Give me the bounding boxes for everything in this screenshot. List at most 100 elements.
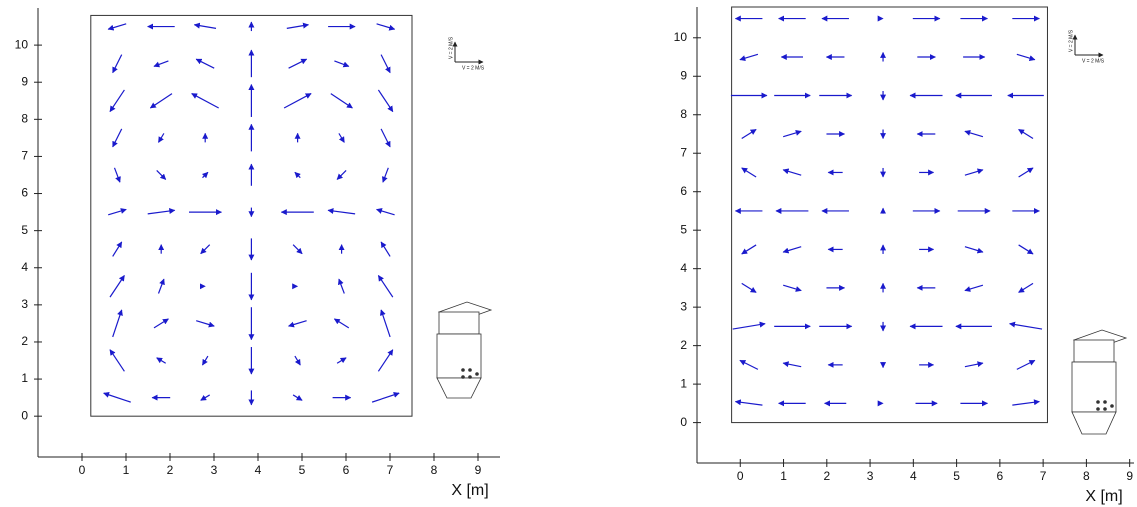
- velocity-vector: [157, 133, 165, 143]
- y-tick-label: 1: [21, 371, 28, 385]
- x-tick-label: 2: [823, 469, 830, 483]
- scale-label: V = 2 M/S: [1082, 58, 1105, 64]
- boiler-icon: [1071, 329, 1128, 435]
- velocity-vector: [964, 284, 984, 292]
- velocity-vector: [292, 394, 303, 401]
- velocity-vector: [109, 349, 125, 372]
- velocity-vector: [201, 355, 209, 366]
- x-axis-label: X [m]: [1085, 488, 1122, 505]
- velocity-vector: [337, 278, 345, 294]
- velocity-vector: [112, 241, 123, 257]
- x-tick-label: 7: [387, 463, 394, 477]
- velocity-vector: [1018, 282, 1034, 293]
- velocity-vector: [783, 129, 802, 138]
- velocity-vector: [1012, 399, 1040, 406]
- domain-boundary: [90, 14, 413, 417]
- velocity-vector: [112, 309, 123, 338]
- velocity-vector: [1018, 244, 1034, 255]
- velocity-vector: [338, 133, 345, 143]
- velocity-vector: [327, 208, 356, 215]
- velocity-vector: [196, 320, 215, 328]
- y-tick-label: 5: [21, 223, 28, 237]
- x-tick-label: 9: [475, 463, 482, 477]
- x-tick-label: 6: [997, 469, 1004, 483]
- scale-label: V = 2 M/S: [448, 36, 454, 59]
- x-tick-label: 0: [79, 463, 86, 477]
- velocity-vector: [193, 22, 217, 29]
- velocity-vector: [147, 208, 176, 215]
- x-tick-label: 0: [737, 469, 744, 483]
- velocity-vector: [741, 167, 757, 178]
- velocity-vector: [191, 93, 219, 109]
- velocity-vector: [381, 167, 389, 183]
- velocity-vector: [153, 60, 169, 68]
- velocity-vector: [149, 93, 173, 109]
- velocity-vector: [377, 349, 394, 372]
- x-tick-label: 5: [953, 469, 960, 483]
- y-tick-label: 9: [21, 74, 28, 88]
- y-tick-label: 4: [21, 260, 28, 274]
- velocity-vector: [200, 394, 211, 401]
- velocity-vector: [156, 170, 167, 180]
- velocity-vector: [964, 168, 984, 176]
- velocity-vector: [380, 54, 391, 74]
- velocity-vector: [200, 244, 211, 255]
- y-tick-label: 7: [21, 149, 28, 163]
- velocity-vector: [334, 60, 350, 68]
- velocity-vector: [109, 275, 125, 298]
- y-tick-label: 1: [680, 376, 687, 390]
- x-tick-label: 7: [1040, 469, 1047, 483]
- y-tick-label: 0: [21, 408, 28, 422]
- x-tick-label: 5: [299, 463, 306, 477]
- boiler-icon: [436, 301, 493, 399]
- y-tick-label: 9: [680, 68, 687, 82]
- velocity-vector: [113, 167, 121, 183]
- velocity-vector: [964, 129, 984, 138]
- velocity-vector: [1016, 53, 1036, 62]
- velocity-vector: [734, 399, 763, 406]
- velocity-vector: [782, 168, 802, 176]
- velocity-vector: [380, 241, 391, 257]
- y-tick-label: 2: [680, 338, 687, 352]
- velocity-vector: [286, 22, 309, 29]
- y-tick-label: 10: [674, 30, 688, 44]
- x-tick-label: 1: [123, 463, 130, 477]
- velocity-vector: [157, 278, 165, 294]
- velocity-vector: [153, 318, 169, 329]
- x-tick-label: 9: [1126, 469, 1133, 483]
- velocity-vector: [1018, 167, 1034, 178]
- x-tick-label: 6: [343, 463, 350, 477]
- y-tick-label: 10: [15, 37, 29, 51]
- y-tick-label: 4: [680, 261, 687, 275]
- velocity-vector: [964, 361, 984, 368]
- velocity-vector: [156, 357, 167, 364]
- x-tick-label: 3: [867, 469, 874, 483]
- y-tick-label: 8: [21, 111, 28, 125]
- y-tick-label: 6: [21, 186, 28, 200]
- velocity-vector: [1009, 321, 1043, 330]
- velocity-vector: [294, 171, 301, 179]
- domain-boundary: [731, 6, 1048, 424]
- velocity-vector: [1016, 359, 1036, 370]
- y-tick-label: 6: [680, 184, 687, 198]
- velocity-vector: [108, 208, 127, 216]
- velocity-vector: [292, 244, 303, 255]
- velocity-vector: [782, 361, 802, 368]
- x-tick-label: 4: [255, 463, 262, 477]
- velocity-vector: [783, 284, 802, 292]
- y-tick-label: 5: [680, 222, 687, 236]
- velocity-vector: [377, 275, 394, 298]
- velocity-vector: [782, 246, 802, 254]
- velocity-vector: [288, 58, 308, 69]
- y-tick-label: 8: [680, 107, 687, 121]
- velocity-vector: [330, 93, 353, 109]
- velocity-vector: [964, 246, 984, 254]
- velocity-vector: [109, 89, 125, 113]
- velocity-vector: [336, 170, 347, 180]
- velocity-vector: [739, 53, 759, 62]
- x-tick-label: 3: [211, 463, 218, 477]
- scale-label: V = 2 M/S: [462, 65, 485, 71]
- velocity-vector: [333, 318, 350, 329]
